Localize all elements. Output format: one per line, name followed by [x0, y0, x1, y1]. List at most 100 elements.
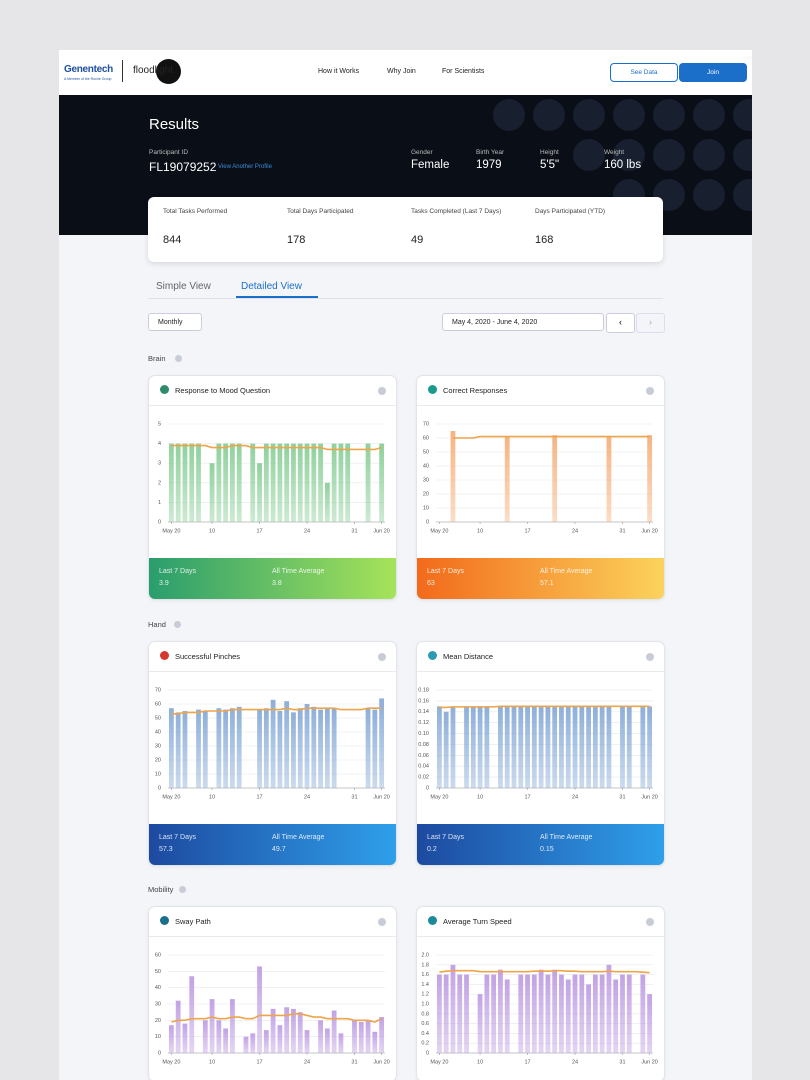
x-tick-label: 10 [477, 1059, 483, 1065]
bar [311, 443, 317, 522]
bar [277, 1025, 283, 1053]
bar [379, 1017, 385, 1053]
bar [189, 976, 195, 1053]
x-tick-label: May 20 [430, 528, 448, 534]
bar [216, 708, 222, 788]
bar [311, 706, 317, 788]
info-dot [173, 621, 181, 628]
bar [443, 974, 449, 1053]
x-tick-label: 24 [304, 1059, 310, 1065]
field-value: 160 lbs [604, 159, 642, 171]
y-tick-label: 70 [423, 421, 429, 427]
trend-line [171, 707, 382, 715]
trend-line [439, 969, 650, 974]
x-tick-label: 17 [256, 794, 262, 800]
bar [216, 1020, 222, 1053]
bar [552, 706, 558, 788]
nav-link[interactable]: How it Works [318, 68, 360, 75]
field-label: Weight [604, 149, 625, 156]
footer-value: 49.7 [272, 846, 286, 853]
bar [168, 443, 174, 522]
bar [504, 706, 510, 788]
stat-label: Total Days Participated [287, 208, 354, 215]
card-footer: Last 7 Days 0.2 All Time Average 0.15 [417, 824, 664, 865]
bar [202, 1020, 208, 1053]
y-tick-label: 70 [155, 687, 161, 693]
brand[interactable]: Genentech [64, 64, 113, 75]
bar [209, 463, 215, 522]
bar [230, 999, 235, 1053]
bar [525, 706, 530, 788]
bar [464, 974, 469, 1053]
product[interactable]: floodlight [133, 65, 174, 76]
x-tick-label: 10 [209, 794, 215, 800]
card-icon [160, 916, 169, 925]
page: Genentech A Member of the Roche Group fl… [59, 50, 752, 1080]
bar [450, 964, 456, 1053]
bar [443, 711, 449, 788]
y-tick-label: 0 [158, 785, 161, 791]
bar [277, 711, 283, 788]
bar [464, 706, 469, 788]
bar [626, 974, 632, 1053]
y-tick-label: 2.0 [421, 952, 429, 958]
x-tick-label: 24 [304, 794, 310, 800]
see-data-button[interactable]: See Data [610, 63, 678, 82]
bar [647, 435, 653, 522]
bar [338, 443, 344, 522]
x-tick-label: 31 [351, 528, 357, 534]
view-another-link[interactable]: View Another Profile [218, 164, 272, 170]
prev-button[interactable]: ‹ [606, 313, 635, 333]
y-tick-label: 0 [158, 519, 161, 525]
nav-link[interactable]: For Scientists [442, 68, 485, 75]
tab[interactable]: Simple View [156, 281, 211, 292]
trend-line [171, 1013, 382, 1023]
chart-card: Response to Mood Question 0 1 2 3 4 5 May 20 10 1… [148, 375, 397, 600]
bar [291, 1008, 296, 1053]
y-tick-label: 20 [155, 757, 161, 763]
section-title: Brain [148, 354, 166, 363]
next-button[interactable]: › [636, 313, 665, 333]
bar [545, 974, 551, 1053]
date-range-select[interactable]: May 4, 2020 - June 4, 2020 [442, 313, 604, 331]
chart: 0 10 20 30 40 50 60 70 May 20 10 17 24 31 Jun 20 [155, 687, 390, 800]
bar [592, 974, 598, 1053]
bar [324, 708, 330, 788]
bar [436, 706, 442, 788]
bar [175, 1000, 181, 1053]
x-tick-label: 10 [477, 794, 483, 800]
info-dot [378, 653, 386, 661]
info-dot [646, 387, 654, 395]
period-select[interactable]: Monthly [148, 313, 202, 331]
x-tick-label: 31 [351, 794, 357, 800]
y-tick-label: 1.8 [421, 962, 429, 968]
card-footer: Last 7 Days 3.9 All Time Average 3.8 [149, 558, 396, 599]
y-tick-label: 50 [155, 969, 161, 975]
nav-link[interactable]: Why Join [387, 68, 416, 75]
y-tick-label: 4 [158, 441, 161, 447]
bar [531, 706, 537, 788]
bar [552, 435, 558, 522]
footer-label: All Time Average [540, 834, 593, 841]
x-tick-label: 31 [351, 1059, 357, 1065]
info-dot [378, 918, 386, 926]
bar [250, 1033, 256, 1053]
field-value: Female [411, 159, 450, 171]
footer-label: All Time Average [272, 834, 325, 841]
y-tick-label: 40 [155, 729, 161, 735]
x-tick-label: 17 [256, 528, 262, 534]
bar [202, 711, 208, 788]
nav-bar: Genentech A Member of the Roche Group fl… [59, 50, 752, 95]
tab-active[interactable]: Detailed View [241, 281, 302, 292]
y-tick-label: 50 [423, 449, 429, 455]
chart-card: Average Turn Speed 0 0.2 0.4 0.6 0.8 1.0 1.2 1.4… [416, 906, 665, 1080]
divider [122, 60, 123, 82]
bar [599, 706, 605, 788]
chart: 0 1 2 3 4 5 May 20 10 17 24 31 Jun 20 [158, 421, 390, 534]
bar [572, 974, 578, 1053]
bar [263, 1030, 269, 1053]
bar [379, 443, 385, 522]
bar [182, 1023, 188, 1053]
y-tick-label: 0 [426, 519, 429, 525]
join-button[interactable]: Join [679, 63, 747, 82]
